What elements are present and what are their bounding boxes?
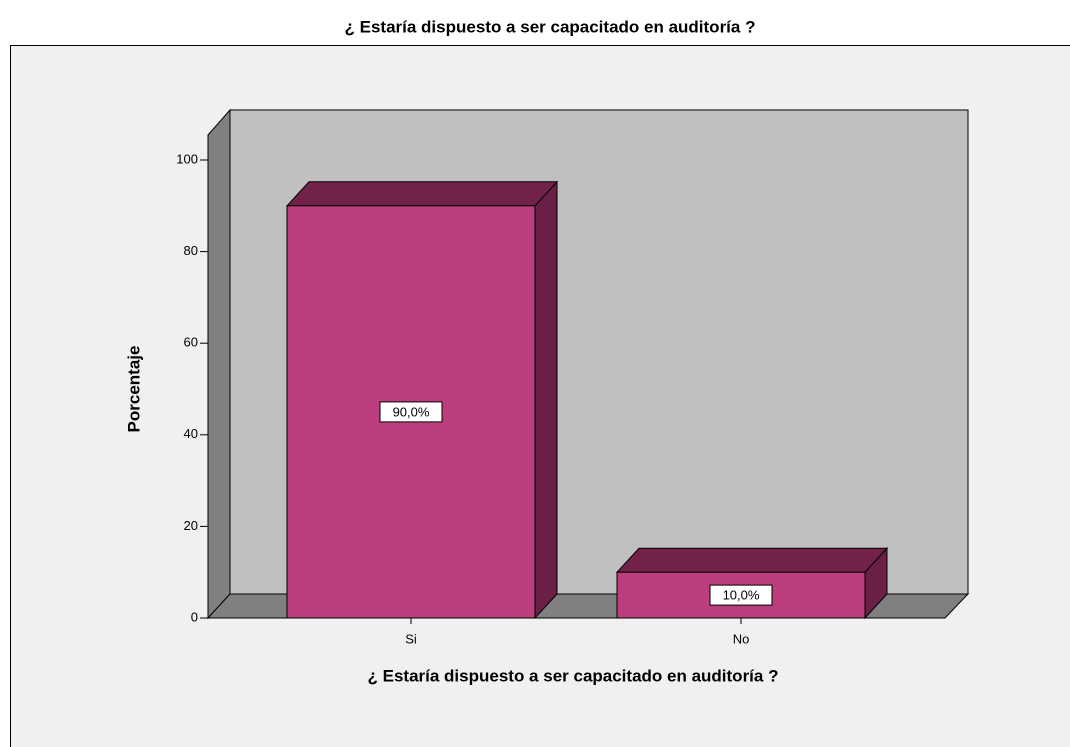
bar-side	[534, 180, 558, 620]
y-tick-label: 80	[184, 243, 198, 258]
bar-top	[615, 547, 889, 573]
x-tick-label: Si	[405, 631, 417, 646]
y-tick-label: 100	[176, 151, 198, 166]
x-axis-label: ¿ Estaría dispuesto a ser capacitado en …	[368, 666, 779, 685]
x-tick-label: No	[733, 631, 750, 646]
chart-title: ¿ Estaría dispuesto a ser capacitado en …	[345, 17, 756, 36]
y-tick-label: 20	[184, 518, 198, 533]
y-axis-label: Porcentaje	[124, 346, 143, 433]
y-tick-label: 0	[191, 609, 198, 624]
value-label-box	[379, 401, 443, 423]
bar-top	[285, 181, 559, 207]
value-label-box	[709, 584, 773, 606]
value-label: 90,0%	[393, 404, 430, 419]
value-label: 10,0%	[723, 588, 760, 603]
y-tick-label: 60	[184, 335, 198, 350]
y-tick-label: 40	[184, 426, 198, 441]
left-wall	[207, 108, 231, 620]
